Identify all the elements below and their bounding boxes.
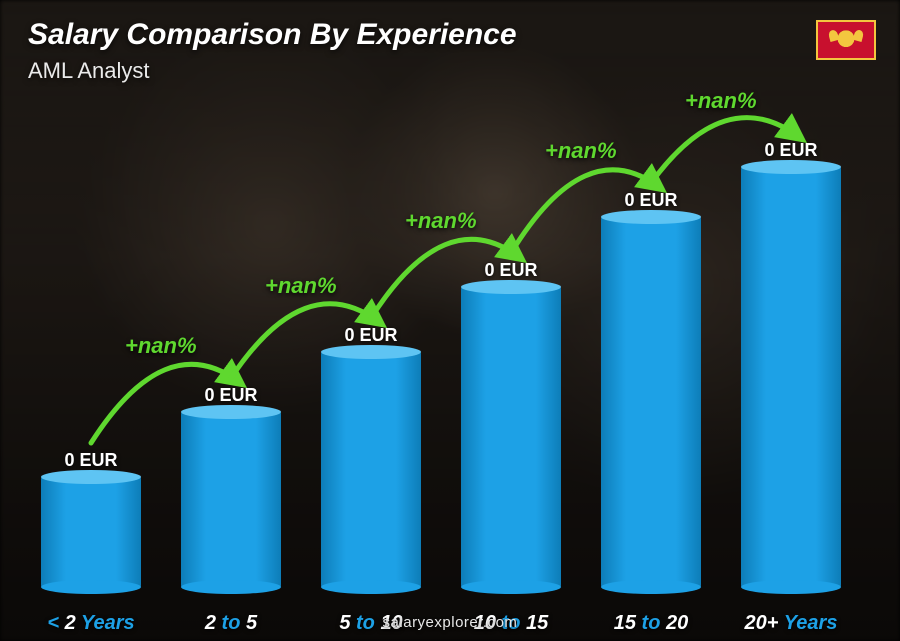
bar-value-label: 0 EUR <box>484 260 537 281</box>
bar-wrap <box>30 477 152 587</box>
bar-column: 0 EUR2 to 5 <box>170 385 292 587</box>
bar <box>461 287 561 587</box>
growth-percent-label: +nan% <box>545 138 617 164</box>
bar-bottom-ellipse <box>601 580 701 594</box>
bar-bottom-ellipse <box>741 580 841 594</box>
bar-front <box>41 477 141 587</box>
bar-top-ellipse <box>181 405 281 419</box>
bar-wrap <box>170 412 292 587</box>
bar-bottom-ellipse <box>461 580 561 594</box>
bar-top-ellipse <box>41 470 141 484</box>
country-flag-montenegro <box>816 20 876 60</box>
bar-front <box>181 412 281 587</box>
bar-value-label: 0 EUR <box>204 385 257 406</box>
bar-top-ellipse <box>601 210 701 224</box>
bar-top-ellipse <box>321 345 421 359</box>
footer-attribution: salaryexplorer.com <box>0 614 900 631</box>
growth-percent-label: +nan% <box>265 273 337 299</box>
bar <box>601 217 701 587</box>
chart-title: Salary Comparison By Experience <box>28 18 517 52</box>
bar-value-label: 0 EUR <box>344 325 397 346</box>
flag-crest-icon <box>831 27 862 52</box>
bar-front <box>461 287 561 587</box>
growth-percent-label: +nan% <box>685 88 757 114</box>
bar-top-ellipse <box>741 160 841 174</box>
bar-wrap <box>590 217 712 587</box>
bar-column: 0 EUR15 to 20 <box>590 190 712 587</box>
bar-wrap <box>310 352 432 587</box>
bar-front <box>741 167 841 587</box>
chart-canvas: Salary Comparison By Experience AML Anal… <box>0 0 900 641</box>
bar <box>181 412 281 587</box>
growth-percent-label: +nan% <box>405 208 477 234</box>
bar-bottom-ellipse <box>321 580 421 594</box>
bar-value-label: 0 EUR <box>764 140 817 161</box>
chart-subtitle: AML Analyst <box>28 58 149 84</box>
bar-wrap <box>730 167 852 587</box>
bar-column: 0 EUR5 to 10 <box>310 325 432 587</box>
bar-value-label: 0 EUR <box>624 190 677 211</box>
bar-wrap <box>450 287 572 587</box>
bar <box>321 352 421 587</box>
bar-bottom-ellipse <box>181 580 281 594</box>
bar-top-ellipse <box>461 280 561 294</box>
bar <box>41 477 141 587</box>
bar-bottom-ellipse <box>41 580 141 594</box>
bar-value-label: 0 EUR <box>64 450 117 471</box>
bar-column: 0 EUR10 to 15 <box>450 260 572 587</box>
growth-percent-label: +nan% <box>125 333 197 359</box>
bar-column: 0 EUR< 2 Years <box>30 450 152 587</box>
bar-front <box>601 217 701 587</box>
bar <box>741 167 841 587</box>
bar-front <box>321 352 421 587</box>
bar-column: 0 EUR20+ Years <box>730 140 852 587</box>
